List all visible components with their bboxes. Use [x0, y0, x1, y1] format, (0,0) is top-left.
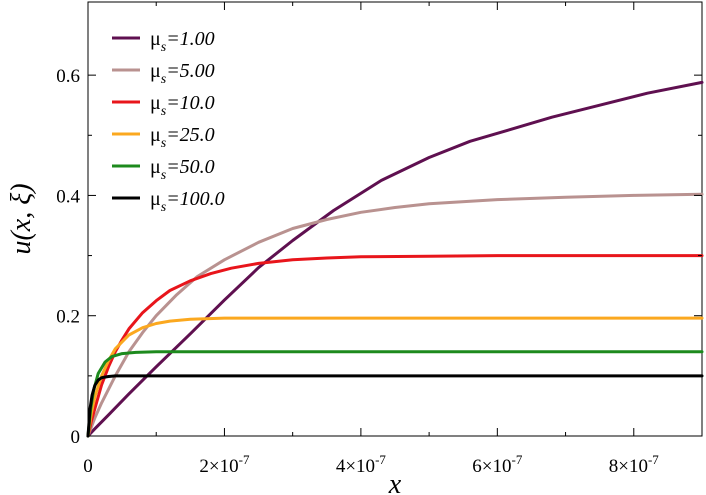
- legend-label-5: μs=100.0: [150, 188, 225, 215]
- series-line-5: [86, 374, 704, 438]
- legend-label-0: μs=1.00: [150, 28, 215, 55]
- series-line-3: [86, 316, 704, 438]
- series-line-0: [86, 80, 704, 438]
- plot-frame: [87, 1, 703, 437]
- legend-label-4: μs=50.0: [150, 156, 215, 183]
- y-tick-label: 0.4: [56, 186, 80, 207]
- y-tick-label: 0.6: [56, 66, 80, 87]
- x-tick-label: 8×10-7: [609, 452, 660, 477]
- series-line-1: [86, 192, 704, 438]
- x-tick-label: 6×10-7: [472, 452, 523, 477]
- series-line-4: [86, 350, 704, 438]
- legend-label-1: μs=5.00: [150, 60, 215, 87]
- legend-label-2: μs=10.0: [150, 92, 215, 119]
- x-axis-title: x: [388, 469, 402, 495]
- series-line-2: [86, 254, 704, 438]
- series-layer: [86, 80, 704, 438]
- legend: μs=1.00 μs=5.00 μs=10.0 μs=25.0 μs=50.0 μs=10…: [112, 28, 225, 215]
- legend-label-3: μs=25.0: [150, 124, 215, 151]
- x-tick-label: 2×10-7: [199, 452, 250, 477]
- y-tick-label: 0: [71, 427, 81, 448]
- x-tick-label: 4×10-7: [336, 452, 387, 477]
- ticks-layer: 0 2×10-7 4×10-7 6×10-7 8×10-7 0 0.2 0.4 0.6: [56, 2, 702, 477]
- x-tick-label: 0: [83, 456, 93, 477]
- y-axis-title: u(x, ξ): [6, 183, 37, 254]
- y-tick-label: 0.2: [56, 307, 80, 328]
